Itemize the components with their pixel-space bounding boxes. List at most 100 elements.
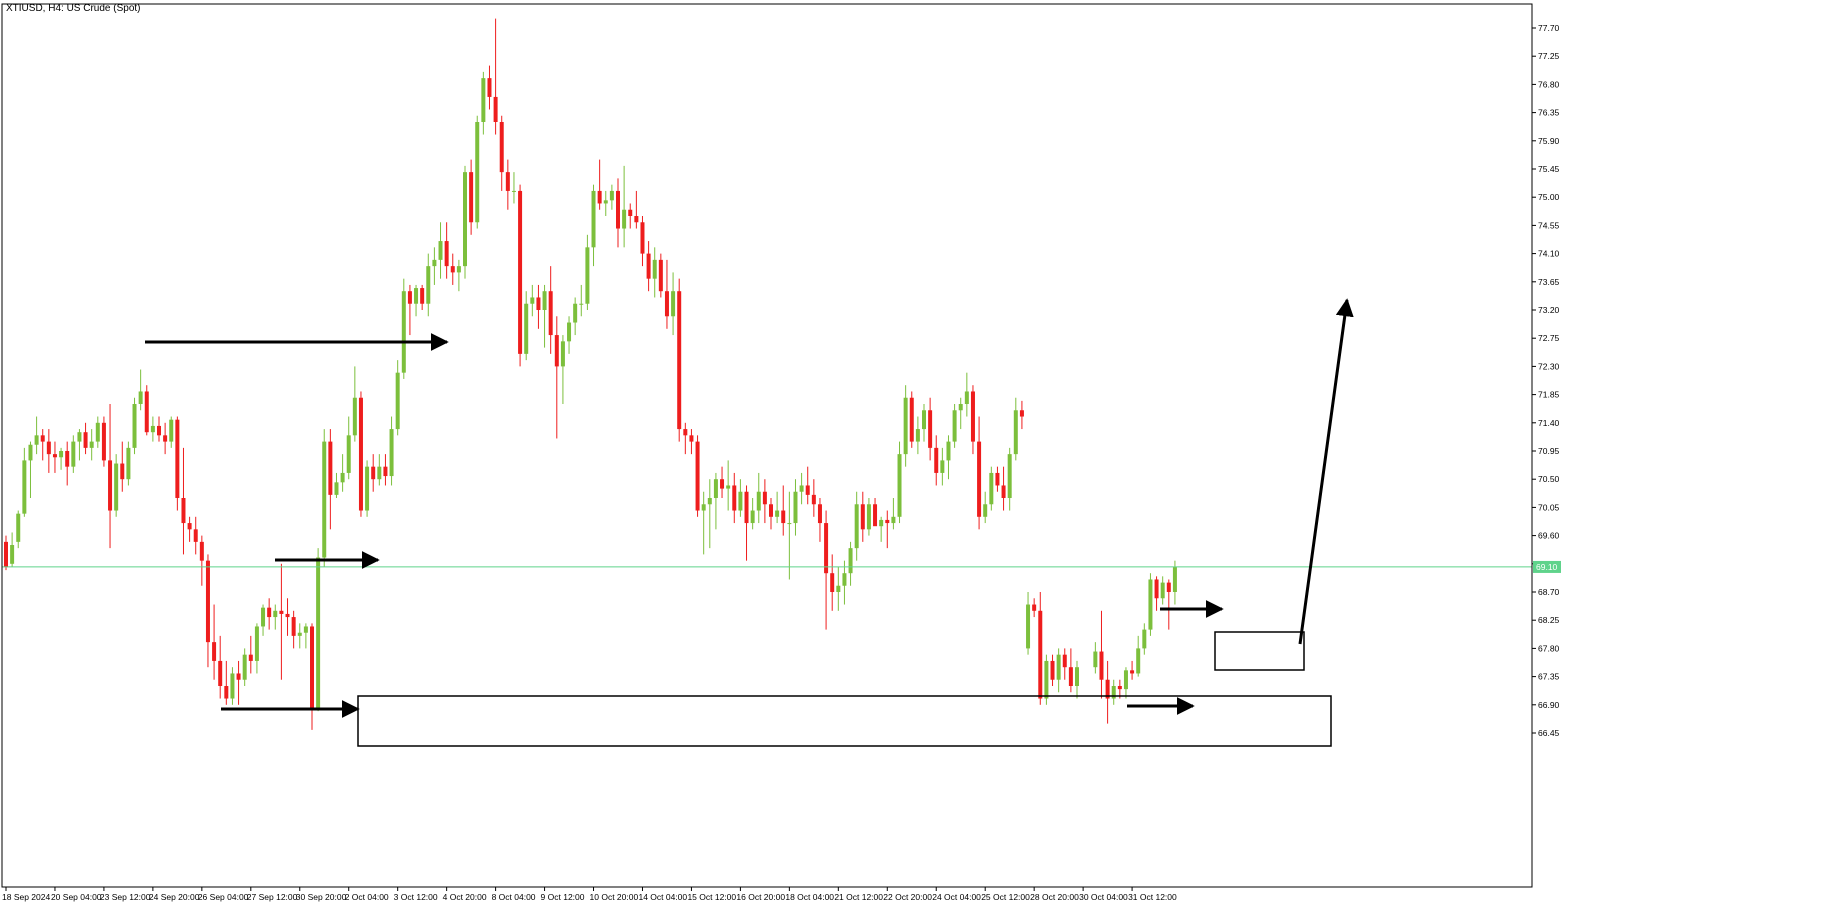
price-tick-label: 66.45 [1538, 728, 1560, 738]
price-tick-label: 67.80 [1538, 643, 1560, 653]
candle [720, 466, 725, 498]
candle-body [542, 291, 547, 310]
candle [261, 604, 266, 636]
candle [511, 172, 516, 204]
time-tick-label: 2 Oct 04:00 [345, 892, 389, 902]
candle-body [1130, 670, 1135, 674]
candle-body [1068, 667, 1073, 686]
time-tick-label: 20 Sep 04:00 [51, 892, 102, 902]
candle-body [1172, 566, 1177, 592]
candle [1032, 598, 1037, 618]
candle [940, 447, 945, 486]
candle [401, 278, 406, 379]
candle [450, 253, 455, 285]
candle-body [108, 460, 113, 511]
candle [1056, 648, 1061, 693]
candle-body [395, 372, 400, 430]
candle-body [242, 654, 247, 680]
candle [970, 385, 975, 455]
price-tick-label: 71.40 [1538, 418, 1560, 428]
candle [34, 416, 39, 455]
candle [1136, 635, 1141, 677]
candle-body [836, 585, 841, 592]
candle [1105, 660, 1110, 724]
candle-body [511, 190, 516, 192]
time-tick-label: 25 Oct 12:00 [981, 892, 1030, 902]
candle-body [787, 523, 792, 525]
candle [658, 253, 663, 298]
candle-body [279, 610, 284, 614]
price-tick-label: 72.75 [1538, 333, 1560, 343]
candle-body [915, 429, 920, 442]
candle [40, 429, 45, 461]
candle-body [1013, 410, 1018, 455]
candle-body [273, 610, 278, 618]
candle [1007, 447, 1012, 511]
candle [352, 366, 357, 442]
candle-body [297, 632, 302, 636]
candle-body [579, 303, 584, 305]
candle [407, 284, 412, 336]
candle [689, 429, 694, 455]
time-tick-label: 30 Oct 04:00 [1079, 892, 1128, 902]
candle-body [10, 545, 15, 564]
candle [108, 404, 113, 549]
candle [701, 491, 706, 555]
candle-body [603, 200, 608, 204]
candle-body [1148, 579, 1153, 630]
candle-body [609, 190, 614, 201]
candle-body [316, 557, 321, 708]
candle-body [181, 498, 186, 524]
price-tick-label: 75.00 [1538, 192, 1560, 202]
candle-body [830, 573, 835, 592]
candle [132, 397, 137, 455]
candle-body [1032, 604, 1037, 611]
candle [1075, 660, 1079, 699]
candle-body [1019, 410, 1024, 417]
candle-body [634, 216, 639, 223]
price-tick-label: 74.10 [1538, 249, 1560, 259]
candle [542, 284, 547, 348]
candle [548, 266, 553, 354]
candle-body [983, 504, 988, 517]
candle [426, 253, 431, 317]
candle [432, 247, 437, 285]
candle-body [34, 435, 39, 445]
candle [291, 610, 296, 649]
time-tick-label: 14 Oct 04:00 [638, 892, 687, 902]
candle-body [1001, 485, 1006, 498]
candle-body [77, 432, 82, 442]
price-tick-label: 70.95 [1538, 446, 1560, 456]
candle [1038, 592, 1043, 705]
candle [163, 422, 168, 455]
candle-body [65, 451, 70, 467]
candle-body [199, 541, 204, 561]
candle-body [952, 410, 957, 442]
candle [603, 190, 608, 216]
candle [695, 435, 700, 517]
candle-body [744, 491, 749, 524]
candle-body [1136, 648, 1141, 674]
candle-body [671, 291, 676, 317]
candle-body [150, 425, 155, 433]
candle-body [401, 291, 406, 373]
candle [891, 498, 896, 530]
candle [756, 472, 761, 524]
candle [591, 184, 596, 267]
candle [977, 416, 982, 530]
candle-body [732, 485, 737, 511]
candle [83, 422, 88, 455]
candle-body [1123, 670, 1128, 690]
candle-body [848, 548, 853, 574]
candle-body [1105, 679, 1110, 699]
candle [358, 391, 363, 517]
candle-body [897, 454, 902, 517]
candle-body [236, 673, 241, 680]
candle [934, 435, 939, 486]
candle-body [658, 259, 663, 292]
candle [297, 623, 302, 649]
candle-body [383, 466, 388, 477]
candle-body [101, 422, 106, 461]
